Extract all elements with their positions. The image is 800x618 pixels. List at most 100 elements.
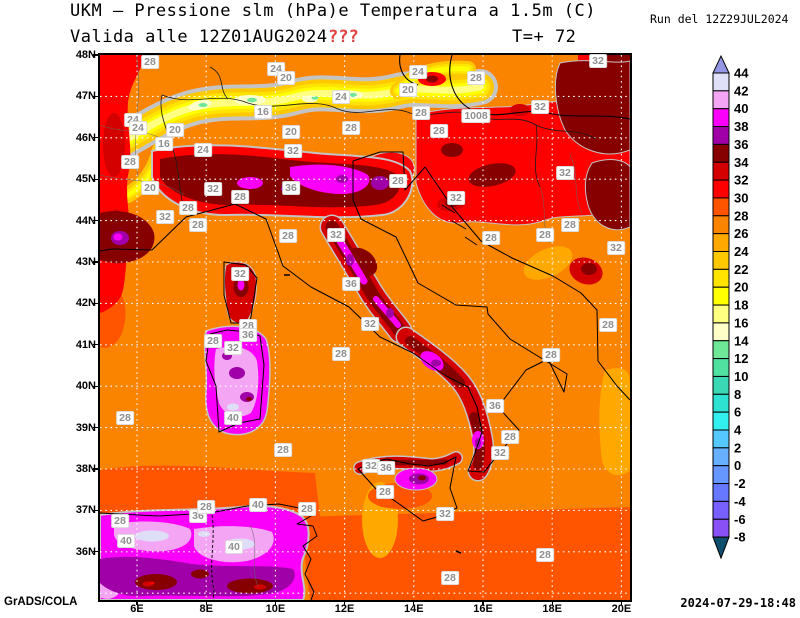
x-axis-tick [413, 600, 415, 605]
y-axis-tick [93, 427, 99, 429]
colorbar-cell [712, 375, 730, 395]
colorbar-cell [712, 518, 730, 538]
colorbar-cell [712, 304, 730, 324]
colorbar-cell [712, 126, 730, 145]
colorbar-value-label: 12 [734, 351, 748, 366]
y-axis-label: 43N [75, 256, 96, 268]
colorbar-value-label: 2 [734, 440, 741, 455]
x-axis-tick [482, 600, 484, 605]
colorbar-cell [712, 233, 730, 252]
colorbar-value-label: 24 [734, 244, 749, 259]
colorbar-cell [712, 483, 730, 502]
colorbar-cell [712, 143, 730, 163]
page-title: UKM — Pressione slm (hPa)e Temperatura a… [70, 1, 597, 21]
colorbar-svg: 4442403836343230282624222018161412108642… [712, 54, 749, 560]
colorbar-cell [712, 411, 730, 431]
y-axis-tick [93, 468, 99, 470]
x-axis-tick [274, 600, 276, 605]
x-axis-label: 10E [265, 603, 286, 615]
colorbar-value-label: 14 [734, 333, 749, 348]
y-axis-tick [93, 137, 99, 139]
colorbar-value-label: 10 [734, 369, 748, 384]
x-axis-tick [620, 600, 622, 605]
x-axis-label: 18E [542, 603, 562, 615]
y-axis-label: 47N [75, 90, 96, 103]
y-axis-label: 45N [75, 173, 96, 186]
x-axis-label: 8E [199, 603, 213, 615]
x-axis-label: 16E [473, 603, 493, 615]
y-axis-tick [93, 551, 99, 553]
x-axis-tick [344, 600, 346, 605]
colorbar-cell [712, 251, 730, 270]
creation-timestamp: 2024-07-29-18:48 [680, 596, 796, 610]
colorbar-value-label: -2 [734, 476, 746, 491]
colorbar-cell [712, 393, 730, 413]
y-axis-tick [93, 220, 99, 222]
colorbar-below-arrow [712, 536, 730, 560]
colorbar-cell [712, 215, 730, 235]
temperature-map [100, 55, 630, 600]
y-axis-label: 36N [75, 545, 96, 558]
colorbar-value-label: 30 [734, 190, 748, 205]
y-axis-label: 46N [75, 131, 96, 144]
colorbar-cell [712, 340, 730, 360]
region-sardinia [203, 325, 271, 436]
grads-credit: GrADS/COLA [4, 596, 78, 608]
run-label: Run del 12Z29JUL2024 [650, 12, 789, 26]
y-axis-tick [93, 95, 99, 97]
colorbar-above-arrow [712, 54, 730, 74]
colorbar-cell [712, 429, 730, 449]
colorbar-value-label: 4 [734, 423, 742, 438]
y-axis-label: 41N [75, 338, 96, 351]
forecast-lead-label: T=+ 72 [512, 27, 577, 47]
colorbar-value-label: 38 [734, 119, 748, 134]
temperature-fill-regions [100, 55, 630, 600]
colorbar-value-label: -4 [734, 494, 746, 509]
colorbar-cell [712, 447, 730, 467]
colorbar-value-label: 20 [734, 280, 748, 295]
colorbar-cell [712, 90, 730, 110]
x-axis-label: 20E [611, 603, 632, 615]
colorbar-cell [712, 72, 730, 92]
colorbar-cell [712, 286, 730, 306]
y-axis-label: 48N [75, 49, 96, 61]
colorbar-value-label: 42 [734, 83, 748, 98]
x-axis-label: 6E [130, 603, 144, 615]
y-axis-label: 44N [75, 214, 96, 227]
colorbar-cell [712, 500, 730, 520]
y-axis-tick [93, 385, 99, 387]
y-axis-label: 39N [75, 421, 96, 434]
y-axis-tick [93, 509, 99, 511]
colorbar-value-label: -6 [734, 512, 746, 527]
y-axis-label: 37N [75, 504, 96, 517]
colorbar-cell [712, 197, 730, 217]
colorbar-value-label: 26 [734, 226, 748, 241]
y-axis-tick [93, 261, 99, 263]
x-axis-label: 12E [334, 603, 355, 615]
colorbar-value-label: 18 [734, 298, 748, 313]
colorbar-value-label: -8 [734, 530, 746, 545]
y-axis-label: 42N [75, 297, 96, 310]
x-axis-tick [136, 600, 138, 605]
y-axis-tick [93, 302, 99, 304]
x-axis-tick [205, 600, 207, 605]
colorbar-value-label: 6 [734, 405, 741, 420]
y-axis-label: 38N [75, 463, 96, 475]
valid-time-label: Valida alle 12Z01AUG2024 [70, 27, 328, 47]
colorbar-value-label: 0 [734, 458, 741, 473]
colorbar-value-label: 32 [734, 173, 748, 188]
region-north-africa [100, 504, 310, 600]
colorbar-value-label: 40 [734, 101, 748, 116]
colorbar-value-label: 8 [734, 387, 741, 402]
x-axis-label: 14E [404, 603, 424, 615]
colorbar-cell [712, 108, 730, 128]
colorbar-cell [712, 268, 730, 288]
y-axis-tick [93, 178, 99, 180]
colorbar-value-label: 34 [734, 155, 749, 170]
colorbar-value-label: 36 [734, 137, 748, 152]
colorbar-cell [712, 322, 730, 342]
colorbar-cell [712, 465, 730, 485]
colorbar-cell [712, 358, 730, 377]
y-axis-tick [93, 344, 99, 346]
